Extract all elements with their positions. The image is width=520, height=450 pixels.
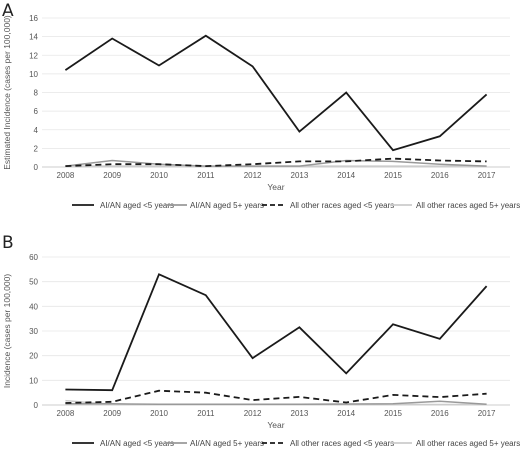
x-tick-label: 2013 bbox=[291, 409, 309, 418]
x-tick-label: 2012 bbox=[244, 409, 262, 418]
x-tick-label: 2017 bbox=[478, 409, 496, 418]
x-tick-label: 2013 bbox=[291, 171, 309, 180]
legend-label: All other races aged 5+ years bbox=[416, 439, 520, 448]
y-tick-label: 50 bbox=[29, 278, 38, 287]
x-axis-title: Year bbox=[267, 182, 284, 192]
series-line-1 bbox=[64, 34, 488, 152]
chart-panel-a: A 0 2 4 6 8 10 12 14 16 2008 2009 2010 2011 2012 2013 20… bbox=[2, 1, 520, 210]
legend-label: AI/AN aged <5 years bbox=[100, 439, 174, 448]
y-tick-label: 14 bbox=[29, 33, 38, 42]
x-tick-label: 2012 bbox=[244, 171, 262, 180]
panel-label: B bbox=[2, 233, 14, 253]
x-tick-label: 2015 bbox=[384, 171, 402, 180]
y-tick-label: 6 bbox=[34, 107, 39, 116]
y-axis-title: Incidence (cases per 100,000) bbox=[2, 274, 12, 389]
x-tick-label: 2009 bbox=[103, 171, 121, 180]
y-tick-label: 4 bbox=[34, 126, 39, 135]
legend-label: AI/AN aged 5+ years bbox=[190, 439, 264, 448]
y-tick-label: 10 bbox=[29, 376, 38, 385]
x-tick-label: 2010 bbox=[150, 409, 168, 418]
y-tick-label: 40 bbox=[29, 302, 38, 311]
x-tick-label: 2017 bbox=[478, 171, 496, 180]
series-line-1 bbox=[65, 273, 488, 392]
y-tick-label: 10 bbox=[29, 70, 38, 79]
y-tick-label: 0 bbox=[34, 163, 39, 172]
x-tick-label: 2014 bbox=[337, 409, 355, 418]
y-tick-label: 20 bbox=[29, 352, 38, 361]
x-axis-title: Year bbox=[267, 420, 284, 430]
x-tick-label: 2009 bbox=[103, 409, 121, 418]
series-line-3 bbox=[65, 157, 487, 168]
x-tick-label: 2010 bbox=[150, 171, 168, 180]
legend-label: All other races aged 5+ years bbox=[416, 201, 520, 210]
legend-label: All other races aged <5 years bbox=[290, 201, 394, 210]
x-tick-label: 2011 bbox=[197, 171, 215, 180]
y-tick-label: 0 bbox=[34, 401, 39, 410]
y-tick-label: 2 bbox=[34, 144, 39, 153]
y-tick-label: 60 bbox=[29, 253, 38, 262]
series-line-3 bbox=[65, 389, 487, 404]
x-tick-label: 2014 bbox=[337, 171, 355, 180]
x-tick-label: 2015 bbox=[384, 409, 402, 418]
legend-label: AI/AN aged <5 years bbox=[100, 201, 174, 210]
chart-panel-b: B 0 10 20 30 40 50 60 2008 2009 2010 2011 2012 2013 20… bbox=[2, 233, 520, 448]
y-tick-label: 12 bbox=[29, 51, 38, 60]
x-tick-label: 2011 bbox=[197, 409, 215, 418]
legend-label: All other races aged <5 years bbox=[290, 439, 394, 448]
y-tick-label: 16 bbox=[29, 14, 38, 23]
x-tick-label: 2016 bbox=[431, 409, 449, 418]
x-tick-label: 2008 bbox=[57, 409, 75, 418]
panel-label: A bbox=[2, 1, 14, 21]
y-tick-label: 8 bbox=[34, 89, 39, 98]
x-tick-label: 2016 bbox=[431, 171, 449, 180]
y-tick-label: 30 bbox=[29, 327, 38, 336]
series-line-2 bbox=[65, 159, 487, 167]
legend-label: AI/AN aged 5+ years bbox=[190, 201, 264, 210]
series-line-2 bbox=[65, 400, 487, 406]
y-axis-title: Estimated Incidence (cases per 100,000) bbox=[2, 15, 12, 170]
x-tick-label: 2008 bbox=[57, 171, 75, 180]
